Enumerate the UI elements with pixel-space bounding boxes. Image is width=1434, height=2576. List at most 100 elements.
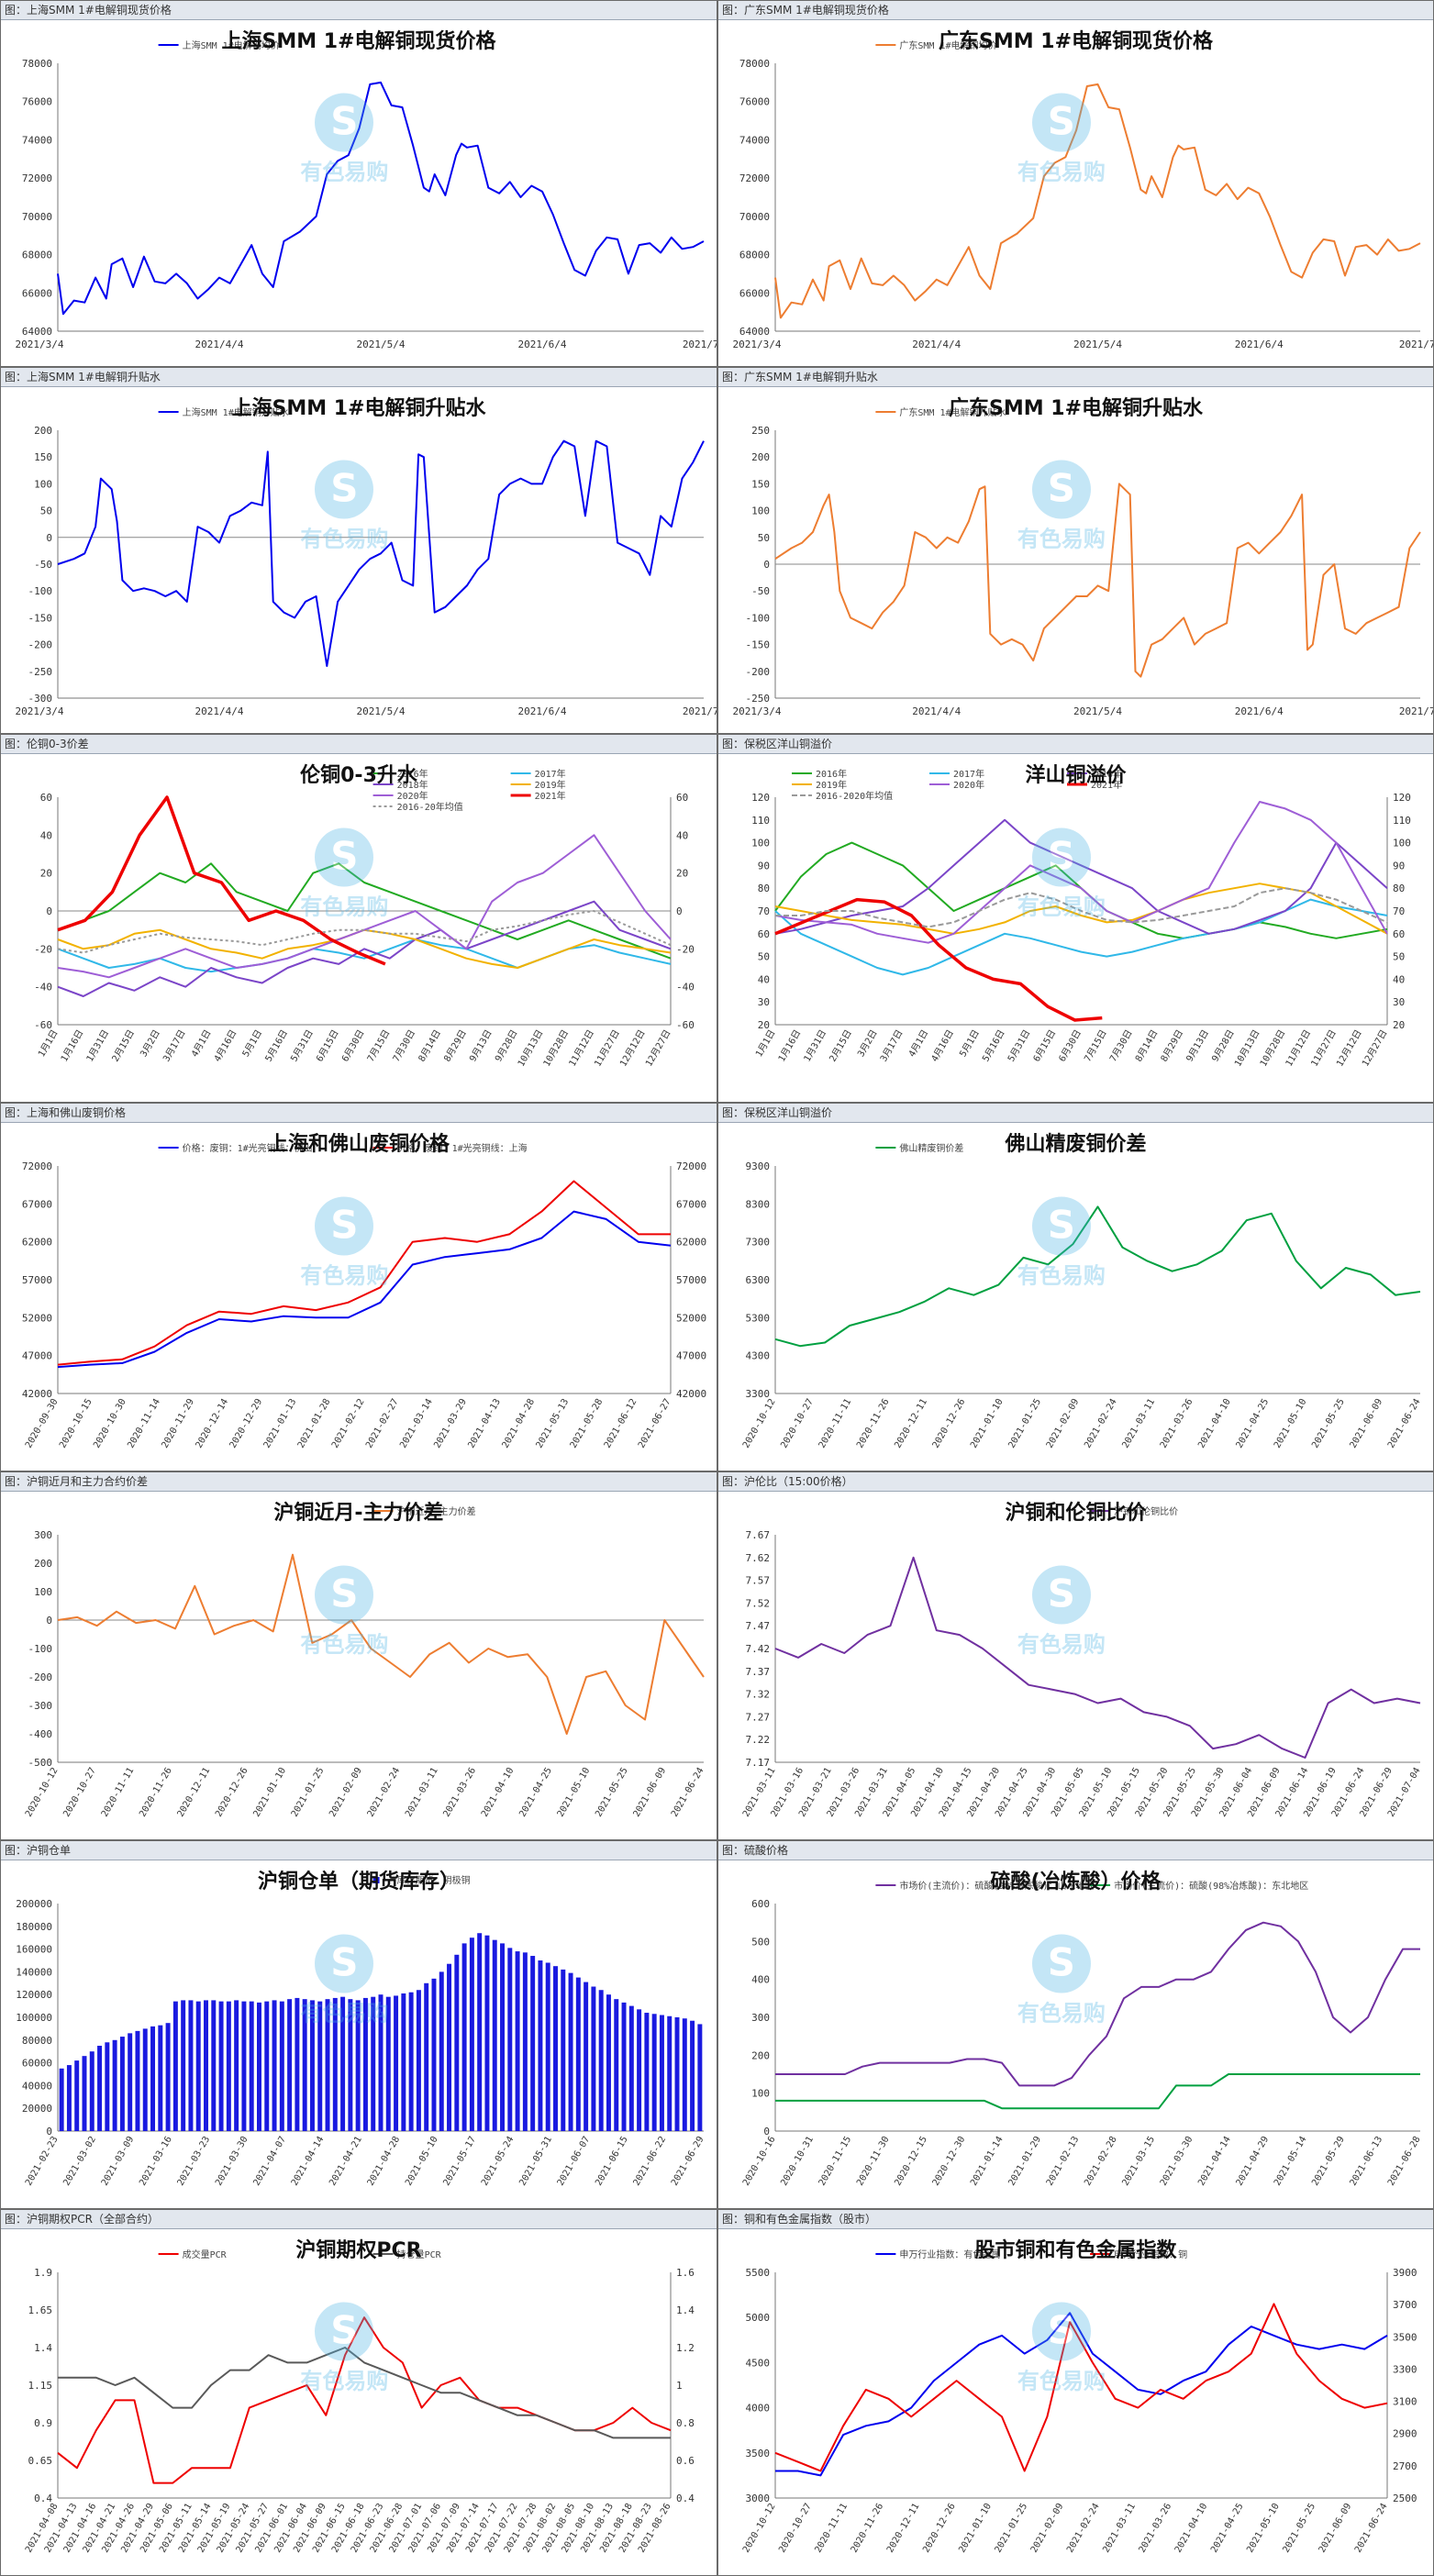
bar bbox=[500, 1943, 506, 2131]
bar bbox=[158, 2025, 163, 2131]
x-tick-label: 1月31日 bbox=[802, 1028, 828, 1064]
y-tick-label: 120000 bbox=[16, 1989, 52, 2001]
bar bbox=[424, 1982, 429, 2131]
x-tick-label: 2021-05-31 bbox=[517, 2135, 554, 2188]
y-tick-label: 0 bbox=[46, 905, 52, 917]
y-tick-label: -500 bbox=[28, 1757, 53, 1769]
x-tick-label: 2020-10-12 bbox=[24, 1766, 61, 1819]
y-tick-label: 1.65 bbox=[28, 2304, 53, 2316]
bar bbox=[135, 2030, 140, 2131]
y2-tick-label: 42000 bbox=[676, 1388, 706, 1400]
x-tick-label: 2021-05-10 bbox=[1273, 1397, 1309, 1450]
x-tick-label: 2月15日 bbox=[828, 1028, 854, 1064]
y-tick-label: 6300 bbox=[746, 1274, 771, 1286]
series-line bbox=[57, 439, 705, 667]
y2-tick-label: 20 bbox=[676, 868, 688, 880]
x-tick-label: 2020-10-12 bbox=[741, 2502, 778, 2555]
x-tick-label: 6月30日 bbox=[1057, 1028, 1084, 1064]
x-tick-label: 1月1日 bbox=[36, 1028, 60, 1060]
series-line bbox=[57, 1553, 705, 1735]
x-tick-label: 2021-01-10 bbox=[251, 1766, 288, 1819]
y-tick-label: 70000 bbox=[739, 211, 770, 223]
y-tick-label: 140000 bbox=[16, 1966, 52, 1978]
x-tick-label: 2021-03-16 bbox=[138, 2135, 174, 2188]
panel-caption: 图：硫酸价格 bbox=[718, 1841, 1433, 1860]
legend-label: 市场价(主流价)：硫酸(98%冶炼酸)：山东地区 bbox=[899, 1880, 1094, 1892]
series-line bbox=[57, 81, 705, 316]
x-tick-label: 2020-11-30 bbox=[855, 2135, 892, 2188]
x-tick-label: 2021-04-28 bbox=[366, 2135, 403, 2188]
bar bbox=[279, 2001, 284, 2131]
chart-title: 上海和佛山废铜价格 bbox=[267, 1133, 450, 1156]
panel-caption: 图：上海SMM 1#电解铜升贴水 bbox=[1, 368, 717, 387]
y-tick-label: -40 bbox=[34, 982, 52, 994]
bar bbox=[628, 2005, 634, 2131]
y2-tick-label: 40 bbox=[676, 829, 688, 841]
y-tick-label: 60 bbox=[758, 928, 770, 940]
x-tick-label: 2021-04-10 bbox=[480, 1766, 517, 1819]
x-tick-label: 2021-04-29 bbox=[1235, 2135, 1272, 2188]
x-tick-label: 2021-01-25 bbox=[994, 2502, 1030, 2555]
y2-tick-label: -20 bbox=[676, 943, 695, 955]
x-tick-label: 2021-05-13 bbox=[535, 1397, 572, 1450]
legend-label: 2020年 bbox=[397, 790, 428, 802]
y2-tick-label: 2700 bbox=[1393, 2460, 1417, 2472]
x-tick-label: 2020-11-26 bbox=[855, 1397, 892, 1450]
y-tick-label: 57000 bbox=[22, 1274, 52, 1286]
x-tick-label: 2021-03-23 bbox=[176, 2135, 213, 2188]
y2-tick-label: 120 bbox=[1393, 792, 1411, 804]
y2-tick-label: 100 bbox=[1393, 838, 1411, 849]
panel-caption: 图：伦铜0-3价差 bbox=[1, 735, 717, 754]
bar bbox=[553, 1966, 558, 2131]
x-tick-label: 2021-04-25 bbox=[1235, 1397, 1272, 1450]
y2-tick-label: 3100 bbox=[1393, 2396, 1417, 2408]
legend-label: 沪铜近月-主力价差 bbox=[397, 1505, 476, 1517]
y-tick-label: 200 bbox=[751, 451, 770, 463]
y-tick-label: 3500 bbox=[746, 2448, 771, 2459]
x-tick-label: 8月29日 bbox=[442, 1028, 469, 1064]
y-tick-label: -200 bbox=[28, 639, 53, 651]
bar bbox=[591, 1986, 596, 2131]
x-tick-label: 2021/6/4 bbox=[518, 705, 567, 717]
x-tick-label: 2021-06-13 bbox=[1349, 2135, 1385, 2188]
y-tick-label: -100 bbox=[28, 1643, 53, 1655]
y-tick-label: -300 bbox=[28, 693, 53, 705]
x-tick-label: 10月13日 bbox=[516, 1028, 545, 1069]
y2-tick-label: 67000 bbox=[676, 1198, 706, 1210]
x-tick-label: 2021/7/ bbox=[1399, 339, 1433, 350]
x-tick-label: 1月31日 bbox=[84, 1028, 111, 1064]
bar bbox=[439, 1971, 444, 2131]
bar bbox=[287, 1999, 293, 2131]
x-tick-label: 2021-06-24 bbox=[1386, 1397, 1423, 1450]
y2-tick-label: 72000 bbox=[676, 1160, 706, 1172]
bar bbox=[340, 1996, 346, 2131]
bar bbox=[431, 1978, 437, 2131]
y-tick-label: 8300 bbox=[746, 1198, 771, 1210]
x-tick-label: 2021/5/4 bbox=[1073, 339, 1122, 350]
chart-plot: 0 20000 40000 60000 80000 100000 120000 140000 1… bbox=[16, 1874, 706, 2188]
y-tick-label: 100 bbox=[34, 1586, 52, 1598]
series-line bbox=[774, 801, 1388, 944]
chart-plot: 0.4 0.65 0.9 1.15 1.4 1.65 1.9 0.4 0.6 0.8 1 1.2 1.4… bbox=[24, 2248, 695, 2555]
x-tick-label: 11月27日 bbox=[592, 1028, 621, 1069]
y-tick-label: 7.57 bbox=[746, 1575, 771, 1587]
legend-label: 2016年 bbox=[397, 768, 428, 780]
bar bbox=[545, 1962, 550, 2131]
y2-tick-label: 40 bbox=[1393, 973, 1405, 985]
bar bbox=[371, 1996, 376, 2131]
x-tick-label: 2021-01-10 bbox=[969, 1397, 1006, 1450]
y-tick-label: 76000 bbox=[739, 96, 770, 108]
bar bbox=[637, 2009, 642, 2131]
y-tick-label: -200 bbox=[746, 666, 771, 678]
x-tick-label: 2021-02-24 bbox=[1065, 2502, 1102, 2555]
legend-label: 2018年 bbox=[1091, 768, 1122, 780]
y2-tick-label: 0 bbox=[676, 905, 683, 917]
x-tick-label: 2020-10-27 bbox=[61, 1766, 98, 1819]
chart-plot: 7.17 7.22 7.27 7.32 7.37 7.42 7.47 7.52 7.57 7.62… bbox=[741, 1505, 1423, 1819]
chart-title: 沪铜和伦铜比价 bbox=[1005, 1502, 1147, 1525]
chart-panel: 图：上海SMM 1#电解铜升贴水 -300 -250 -200 -150 -100 -50 0… bbox=[0, 367, 717, 734]
x-tick-label: 2021/3/4 bbox=[16, 339, 64, 350]
x-tick-label: 2021-02-27 bbox=[364, 1397, 401, 1450]
y-tick-label: 120 bbox=[751, 792, 770, 804]
x-tick-label: 2021/6/4 bbox=[518, 339, 567, 350]
